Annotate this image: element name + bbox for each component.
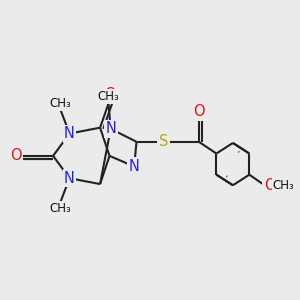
Text: N: N: [64, 171, 75, 186]
Text: CH₃: CH₃: [49, 97, 71, 110]
Text: O: O: [264, 178, 275, 193]
Text: O: O: [104, 87, 115, 102]
Text: S: S: [159, 134, 168, 149]
Text: N: N: [105, 121, 116, 136]
Text: CH₃: CH₃: [98, 90, 119, 103]
Text: O: O: [10, 148, 22, 164]
Text: CH₃: CH₃: [49, 202, 71, 215]
Text: O: O: [193, 104, 205, 119]
Text: N: N: [129, 159, 140, 174]
Text: N: N: [64, 126, 75, 141]
Text: CH₃: CH₃: [273, 179, 295, 192]
